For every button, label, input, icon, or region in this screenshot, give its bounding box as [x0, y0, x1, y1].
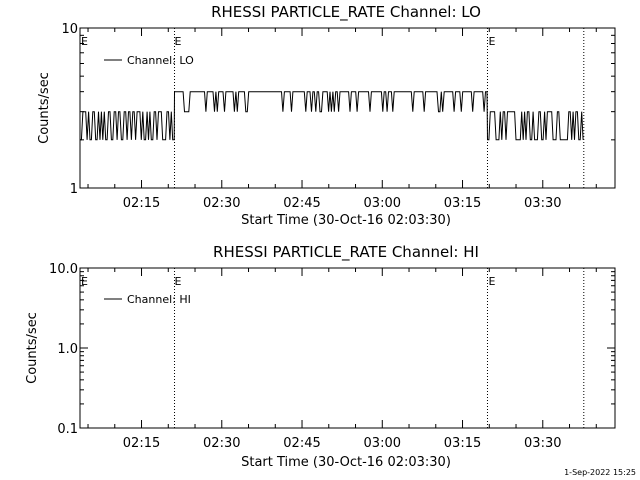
plot-frame-lo [79, 27, 616, 189]
x-tick-label: 03:30 [524, 436, 561, 451]
y-axis-label-hi: Counts/sec [25, 312, 40, 384]
event-marker-label: E [175, 275, 182, 288]
panel-hi: RHESSI PARTICLE_RATE Channel: HI Counts/… [25, 243, 616, 470]
legend-label-hi: Channel: HI [127, 293, 191, 306]
x-tick-label: 03:00 [364, 436, 401, 451]
y-tick-label: 1.0 [57, 342, 78, 357]
y-tick-label: 10 [61, 22, 78, 37]
event-marker-label: E [175, 35, 182, 48]
y-axis-label-lo: Counts/sec [37, 72, 52, 144]
ticks-hi: 02:15 02:30 02:45 03:00 03:15 03:30 0.1 1.0 10.0 [49, 262, 615, 451]
event-marker-label: E [81, 275, 88, 288]
y-tick-label: 0.1 [57, 422, 78, 437]
legend-hi: Channel: HI [104, 293, 191, 306]
y-tick-label: 1 [70, 182, 78, 197]
x-tick-label: 03:00 [364, 196, 401, 211]
ticks-lo: 02:15 02:30 02:45 03:00 03:15 03:30 1 10 [61, 22, 615, 211]
event-marker-label: E [488, 275, 495, 288]
x-tick-label: 02:15 [123, 436, 160, 451]
footer-timestamp: 1-Sep-2022 15:25 [564, 468, 636, 477]
x-tick-label: 02:30 [203, 196, 240, 211]
x-tick-label: 03:30 [524, 196, 561, 211]
x-tick-label: 02:45 [283, 436, 320, 451]
y-tick-label: 10.0 [49, 262, 78, 277]
event-marker-label: E [81, 35, 88, 48]
panel-lo: RHESSI PARTICLE_RATE Channel: LO Counts/… [37, 3, 616, 228]
x-tick-label: 02:45 [283, 196, 320, 211]
x-axis-label-hi: Start Time (30-Oct-16 02:03:30) [241, 455, 451, 470]
x-tick-label: 02:15 [123, 196, 160, 211]
x-tick-label: 03:15 [444, 436, 481, 451]
x-tick-label: 02:30 [203, 436, 240, 451]
legend-label-lo: Channel: LO [127, 54, 194, 67]
markers-hi: E EE [81, 268, 585, 428]
markers-lo: E EE [81, 28, 585, 188]
event-marker-label: E [488, 35, 495, 48]
x-tick-label: 03:15 [444, 196, 481, 211]
series-line-lo [80, 91, 584, 141]
chart-title-lo: RHESSI PARTICLE_RATE Channel: LO [211, 3, 481, 22]
legend-lo: Channel: LO [104, 54, 194, 67]
chart-title-hi: RHESSI PARTICLE_RATE Channel: HI [213, 243, 479, 262]
x-axis-label-lo: Start Time (30-Oct-16 02:03:30) [241, 213, 451, 228]
plot-frame-hi [79, 267, 616, 429]
